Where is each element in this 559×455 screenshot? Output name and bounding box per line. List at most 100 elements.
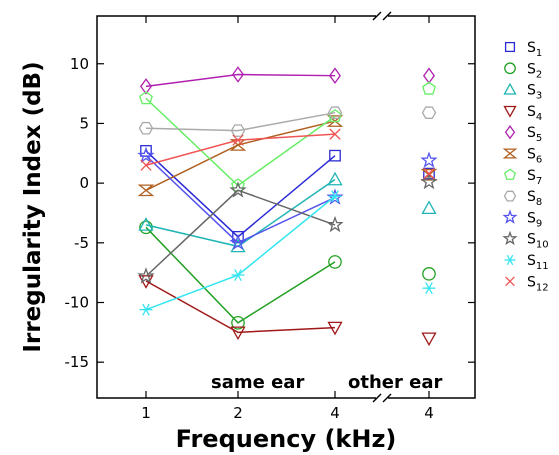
legend-item-s4: S4 [503,104,542,123]
legend-label: S1 [527,40,542,59]
marker-star [326,188,344,205]
axis-break-gap [376,13,388,19]
marker-triangle [138,217,154,231]
series-line [145,97,336,187]
marker-hexagon [327,106,343,119]
marker-bowtie [326,115,344,127]
series-line [145,280,336,334]
series-s4 [138,275,437,347]
marker-asterisk [506,254,514,266]
marker-invtri [421,332,437,347]
marker-circle [504,62,516,75]
series-layer [137,66,438,347]
marker-triangle [421,200,437,215]
marker-square [423,167,435,180]
legend-label: S3 [527,83,542,102]
marker-pentagon [422,81,436,95]
legend-item-s6: S6 [502,147,542,166]
axis-break-gap [376,395,388,401]
marker-asterisk [142,303,150,316]
marker-cross [329,128,341,140]
legend-item-s11: S11 [504,253,549,272]
series-line [145,73,336,88]
y-axis: 10 5 0 -5 -10 -15 [65,55,475,371]
marker-diamond [231,66,245,83]
marker-hexagon [503,190,517,202]
marker-star [502,209,518,224]
marker-star [420,151,438,168]
legend-item-s10: S10 [502,230,549,251]
x-axis: 1 2 4 4 [141,16,434,422]
axis-break-slash [382,11,392,21]
marker-triangle [503,82,517,95]
series-line [145,178,336,248]
series-s8 [138,106,437,137]
x-tick-label: 4 [330,404,340,422]
legend-item-s12: S12 [505,274,549,293]
legend-label: S10 [527,232,549,251]
series-s5 [139,66,436,95]
marker-star [420,172,438,190]
marker-hexagon [421,106,437,119]
marker-square [329,149,341,162]
marker-pentagon [139,91,153,105]
marker-diamond [422,67,436,84]
axis-break-slash [372,393,382,403]
x-axis-label: Frequency (kHz) [176,425,397,453]
series-s2 [139,220,436,330]
legend-label: S7 [527,168,542,187]
series-s11 [139,190,436,316]
legend-label: S8 [527,189,542,208]
marker-asterisk [234,269,242,281]
marker-bowtie [502,148,518,159]
marker-diamond [139,78,153,95]
plot-frame [96,15,476,399]
axis-break-slash [382,393,392,403]
marker-circle [231,315,245,330]
annotation-same-ear: same ear [211,372,304,393]
series-line [145,150,336,238]
legend: S1 S2 S3 S4 S5 S6 S7 S8 S9 S10 S11 S12 [502,40,549,293]
marker-bowtie [137,184,155,197]
y-tick-label: 0 [79,174,89,192]
marker-diamond [328,67,342,84]
marker-asterisk [425,282,433,295]
legend-label: S9 [527,210,542,229]
legend-item-s1: S1 [504,40,542,59]
legend-label: S2 [527,61,542,80]
marker-cross [140,159,152,171]
legend-label: S11 [527,253,549,272]
series-line [145,111,336,132]
series-s1 [140,145,435,243]
legend-item-s8: S8 [503,189,542,208]
marker-hexagon [138,121,154,135]
marker-circle [139,220,153,235]
axis-break-marks [372,11,392,403]
marker-circle [422,267,436,281]
marker-triangle [327,171,343,186]
marker-cross [423,167,435,180]
series-s10 [137,172,438,284]
marker-cross [505,276,515,287]
y-tick-label: -5 [74,234,89,252]
marker-diamond [504,125,516,140]
marker-circle [328,255,342,269]
series-line [145,195,336,311]
legend-label: S12 [527,274,549,293]
marker-cross [232,134,244,146]
axis-break-slash [372,11,382,21]
y-tick-label: 10 [70,55,89,73]
legend-item-s3: S3 [503,82,542,102]
marker-invtri [230,326,246,341]
legend-item-s2: S2 [504,61,542,80]
x-tick-label: 2 [233,404,243,422]
legend-label: S5 [527,125,542,144]
annotation-other-ear: other ear [348,372,442,393]
marker-square [504,41,516,53]
marker-invtri [503,105,517,118]
y-tick-label: -15 [65,353,90,371]
series-s12 [140,128,435,180]
marker-star [229,181,247,198]
marker-star [137,267,155,284]
